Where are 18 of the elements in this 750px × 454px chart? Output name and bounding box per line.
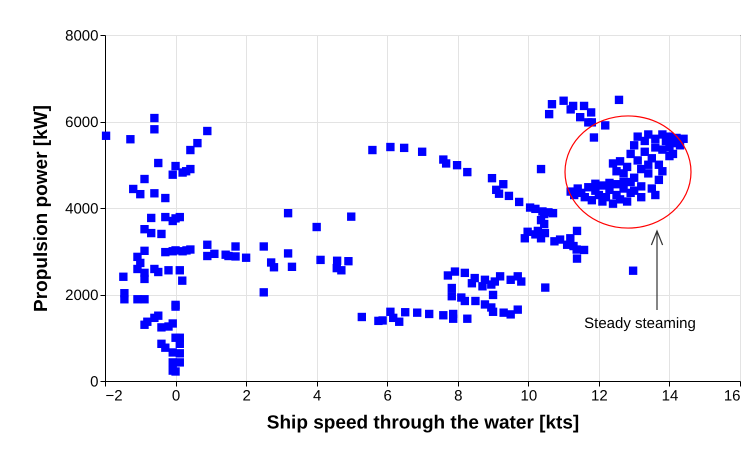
x-axis-title: Ship speed through the water [kts] <box>266 412 580 434</box>
x-tick-label: 14 <box>662 388 678 404</box>
x-tick-label: −2 <box>106 388 123 404</box>
x-tick-label: 8 <box>454 388 462 404</box>
x-tick-label: 10 <box>520 388 538 404</box>
y-tick-label: 4000 <box>65 200 98 218</box>
x-tick-label: 0 <box>172 388 180 404</box>
y-tick-label: 0 <box>90 374 98 390</box>
x-tick-label: 2 <box>242 388 251 404</box>
x-tick-label: 4 <box>312 388 322 404</box>
y-axis-title: Propulsion power [kW] <box>31 105 52 312</box>
x-tick-label: 12 <box>591 388 608 404</box>
x-tick-label: 6 <box>384 388 392 404</box>
annotation: Steady steaming <box>584 315 696 332</box>
y-tick-label: 8000 <box>65 28 98 44</box>
y-tick-label: 2000 <box>65 287 98 304</box>
y-tick-label: 6000 <box>65 114 98 131</box>
x-tick-label: 16 <box>724 388 740 404</box>
